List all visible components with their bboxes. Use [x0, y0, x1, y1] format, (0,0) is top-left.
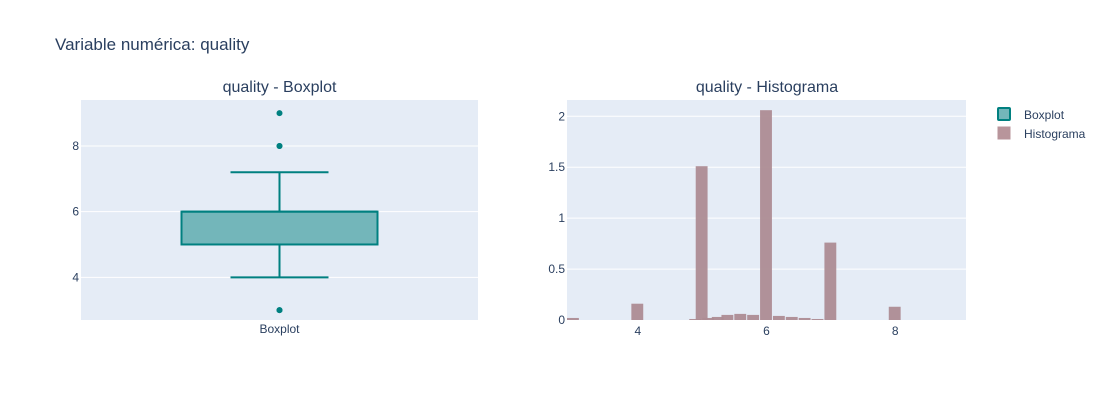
- histogram-bar: [811, 318, 824, 320]
- histogram-bar: [702, 317, 715, 320]
- boxplot-x-tick-label: Boxplot: [259, 322, 300, 336]
- histogram-bar: [785, 316, 798, 320]
- boxplot-box: [180, 210, 379, 246]
- histogram-bar: [721, 314, 734, 320]
- histogram-bar: [567, 317, 579, 320]
- boxplot-outlier-point: [276, 142, 283, 149]
- legend-label-boxplot[interactable]: Boxplot: [1024, 108, 1065, 122]
- legend-swatch-boxplot[interactable]: [997, 107, 1011, 121]
- boxplot-panel: 4 6 8 Boxplot: [72, 100, 478, 336]
- histogram-bar: [888, 306, 901, 320]
- legend-label-histograma[interactable]: Histograma: [1024, 127, 1086, 141]
- legend-swatch-histograma[interactable]: [997, 126, 1011, 140]
- histogram-x-tick-label: 6: [763, 324, 770, 338]
- histogram-x-tick-label: 4: [634, 324, 641, 338]
- boxplot-y-tick-label: 4: [72, 270, 79, 284]
- histogram-bar: [824, 242, 837, 320]
- histogram-bar: [772, 315, 785, 320]
- boxplot-outlier-point: [276, 110, 283, 117]
- histogram-bar: [689, 318, 702, 320]
- boxplot-subplot-title: quality - Boxplot: [223, 79, 337, 96]
- histogram-bar: [734, 313, 747, 320]
- figure-title: Variable numérica: quality: [55, 35, 250, 54]
- histogram-bar: [695, 166, 708, 320]
- histogram-y-tick-label: 2: [558, 109, 565, 123]
- histogram-subplot-title: quality - Histograma: [696, 79, 838, 96]
- histogram-bar: [760, 110, 772, 321]
- histogram-panel: 0 0.5 1 1.5 2 4 6 8: [548, 100, 966, 338]
- boxplot-y-tick-label: 8: [72, 139, 79, 153]
- histogram-bar: [798, 317, 811, 320]
- boxplot-y-tick-label: 6: [72, 205, 79, 219]
- histogram-bar: [631, 303, 644, 320]
- histogram-y-tick-label: 0: [558, 313, 565, 327]
- boxplot-outlier-point: [276, 307, 283, 314]
- legend[interactable]: Boxplot Histograma: [997, 107, 1086, 141]
- histogram-bar: [747, 314, 760, 320]
- histogram-y-tick-label: 1: [558, 211, 565, 225]
- histogram-x-tick-label: 8: [892, 324, 899, 338]
- histogram-bar: [711, 316, 724, 320]
- histogram-y-tick-label: 0.5: [548, 262, 565, 276]
- histogram-y-tick-label: 1.5: [548, 160, 565, 174]
